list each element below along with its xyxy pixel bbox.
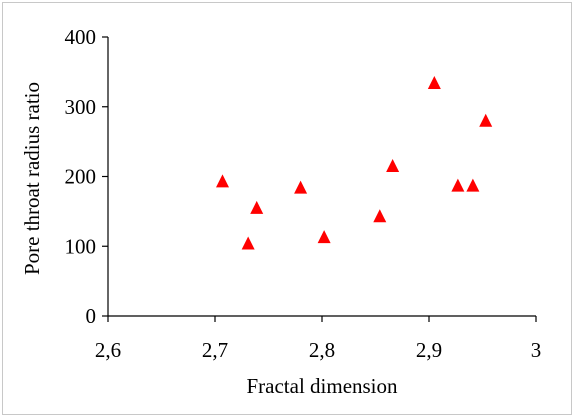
- y-tick-label: 100: [65, 234, 97, 258]
- axes: [107, 37, 536, 317]
- y-axis-title: Pore throat radius ratio: [20, 82, 44, 275]
- data-point-triangle: [373, 209, 387, 223]
- x-axis-title: Fractal dimension: [246, 374, 398, 398]
- x-tick-label: 2,7: [202, 338, 228, 362]
- x-ticks: 2,6 2,7 2,8 2,9 3: [95, 316, 541, 362]
- data-points: [215, 76, 493, 250]
- scatter-chart: 0 100 200 300 400 2,6 2,7 2,8 2,9 3 Fractal dime…: [20, 25, 541, 398]
- x-tick-label: 2,6: [95, 338, 121, 362]
- chart-frame: 0 100 200 300 400 2,6 2,7 2,8 2,9 3 Fractal dime…: [2, 2, 572, 415]
- data-point-triangle: [451, 178, 465, 192]
- data-point-triangle: [479, 113, 493, 127]
- y-ticks: 0 100 200 300 400: [65, 25, 108, 328]
- y-tick-label: 200: [65, 165, 97, 189]
- y-tick-label: 0: [86, 304, 97, 328]
- x-tick-label: 3: [531, 338, 542, 362]
- x-tick-label: 2,8: [309, 338, 335, 362]
- data-point-triangle: [427, 76, 441, 90]
- data-point-triangle: [317, 230, 331, 244]
- y-tick-label: 400: [65, 25, 97, 49]
- data-point-triangle: [250, 200, 264, 214]
- data-point-triangle: [215, 174, 229, 188]
- y-tick-label: 300: [65, 95, 97, 119]
- data-point-triangle: [386, 159, 400, 173]
- data-point-triangle: [294, 180, 308, 194]
- data-point-triangle: [466, 178, 480, 192]
- data-point-triangle: [241, 236, 255, 250]
- x-tick-label: 2,9: [416, 338, 442, 362]
